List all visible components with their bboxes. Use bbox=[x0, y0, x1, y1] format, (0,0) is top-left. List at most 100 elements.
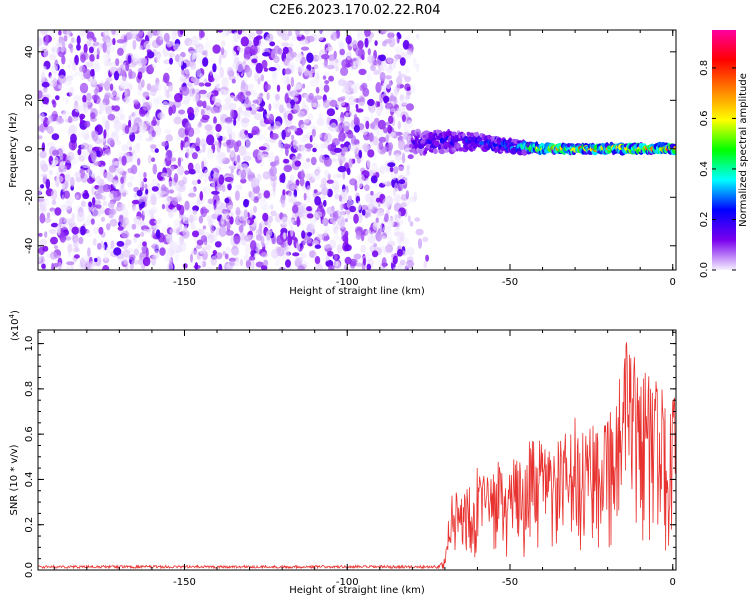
spectrogram-y-tick-label: 0 bbox=[24, 146, 35, 152]
noise-speckle bbox=[331, 31, 338, 41]
noise-speckle bbox=[392, 186, 397, 197]
noise-speckle bbox=[196, 179, 201, 184]
noise-speckle bbox=[319, 82, 324, 92]
noise-speckle bbox=[356, 157, 361, 164]
noise-speckle bbox=[233, 97, 239, 102]
noise-speckle bbox=[58, 84, 63, 89]
noise-speckle bbox=[243, 199, 249, 208]
noise-speckle bbox=[92, 207, 99, 218]
noise-speckle bbox=[271, 248, 279, 259]
noise-speckle bbox=[63, 190, 70, 199]
noise-speckle bbox=[50, 251, 58, 260]
noise-speckle bbox=[338, 131, 346, 142]
noise-speckle bbox=[39, 150, 47, 159]
noise-speckle bbox=[365, 120, 370, 130]
noise-speckle bbox=[212, 44, 221, 54]
noise-speckle bbox=[164, 197, 171, 205]
noise-speckle bbox=[413, 191, 418, 202]
spectrogram-x-tick-label: -150 bbox=[173, 277, 196, 288]
svg-text:(x104): (x104) bbox=[8, 310, 21, 341]
noise-speckle bbox=[329, 60, 336, 66]
noise-speckle bbox=[360, 244, 367, 253]
signal-mark bbox=[456, 143, 461, 149]
noise-speckle bbox=[335, 66, 340, 72]
noise-speckle bbox=[102, 200, 108, 207]
noise-speckle bbox=[131, 259, 140, 265]
noise-speckle bbox=[122, 170, 126, 180]
noise-speckle bbox=[178, 220, 183, 231]
noise-speckle bbox=[320, 178, 325, 185]
noise-speckle bbox=[79, 168, 85, 179]
noise-speckle bbox=[387, 57, 393, 64]
colorbar-tick-label: 0.2 bbox=[699, 212, 710, 228]
noise-speckle bbox=[174, 252, 180, 262]
noise-speckle bbox=[291, 134, 295, 141]
noise-speckle bbox=[270, 133, 279, 140]
noise-speckle bbox=[404, 170, 411, 178]
noise-speckle bbox=[238, 145, 247, 157]
noise-speckle bbox=[149, 144, 157, 149]
noise-speckle bbox=[134, 233, 141, 238]
noise-speckle bbox=[251, 177, 259, 188]
noise-speckle bbox=[388, 36, 396, 48]
noise-speckle bbox=[306, 185, 311, 191]
noise-speckle bbox=[102, 184, 112, 193]
noise-speckle bbox=[171, 197, 178, 206]
noise-speckle bbox=[117, 65, 121, 74]
noise-speckle bbox=[385, 75, 392, 80]
noise-speckle bbox=[122, 249, 131, 258]
noise-speckle bbox=[266, 92, 270, 101]
noise-speckle bbox=[387, 32, 395, 39]
noise-speckle bbox=[221, 40, 226, 47]
noise-speckle bbox=[225, 230, 234, 236]
noise-speckle bbox=[204, 82, 212, 87]
noise-speckle bbox=[367, 48, 371, 56]
colorbar-ticks: 0.0 0.2 0.4 0.6 0.8 bbox=[699, 60, 736, 278]
noise-speckle bbox=[145, 199, 151, 206]
noise-speckle bbox=[387, 162, 396, 168]
noise-speckle bbox=[160, 110, 164, 121]
noise-speckle bbox=[334, 228, 339, 236]
noise-speckle bbox=[169, 57, 173, 65]
noise-speckle bbox=[51, 133, 60, 141]
noise-speckle bbox=[186, 82, 193, 87]
noise-speckle bbox=[247, 32, 256, 40]
noise-speckle bbox=[423, 260, 428, 269]
noise-speckle bbox=[296, 241, 301, 252]
noise-speckle bbox=[207, 57, 215, 63]
noise-speckle bbox=[355, 47, 362, 57]
noise-speckle bbox=[216, 142, 221, 153]
noise-speckle bbox=[371, 162, 378, 174]
noise-speckle bbox=[257, 152, 265, 161]
noise-speckle bbox=[72, 62, 77, 72]
noise-speckle bbox=[243, 209, 248, 219]
noise-speckle bbox=[258, 229, 263, 236]
noise-speckle bbox=[270, 49, 278, 60]
noise-speckle bbox=[216, 83, 220, 90]
noise-speckle bbox=[364, 193, 372, 203]
noise-speckle bbox=[265, 83, 271, 91]
noise-speckle bbox=[198, 139, 208, 147]
noise-speckle bbox=[355, 230, 362, 240]
noise-speckle bbox=[42, 65, 47, 72]
noise-speckle bbox=[90, 112, 96, 120]
noise-speckle bbox=[304, 30, 310, 35]
noise-speckle bbox=[56, 117, 65, 124]
noise-speckle bbox=[415, 228, 424, 236]
noise-speckle bbox=[75, 246, 79, 252]
noise-speckle bbox=[50, 222, 59, 228]
noise-speckle bbox=[309, 217, 317, 225]
noise-speckle bbox=[326, 250, 334, 257]
noise-speckle bbox=[70, 133, 77, 144]
noise-speckle bbox=[211, 180, 216, 190]
noise-speckle bbox=[417, 238, 423, 249]
noise-speckle bbox=[285, 76, 290, 86]
noise-speckle bbox=[139, 177, 143, 189]
noise-speckle bbox=[375, 59, 383, 67]
noise-speckle bbox=[163, 59, 171, 65]
noise-speckle bbox=[169, 228, 174, 234]
noise-speckle bbox=[398, 179, 406, 185]
noise-speckle bbox=[319, 154, 326, 163]
noise-speckle bbox=[379, 72, 386, 82]
noise-speckle bbox=[346, 214, 353, 219]
